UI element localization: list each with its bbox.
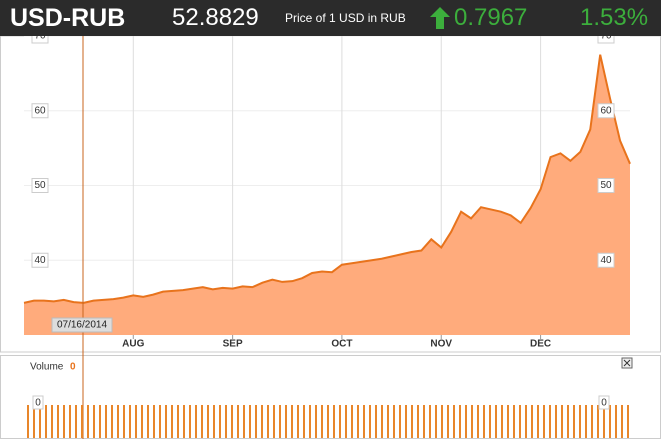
y-tick-label: 60 [600,105,612,116]
y-tick-box [597,103,615,119]
y-tick-box [597,252,615,268]
y-tick-label: 70 [600,31,612,42]
line [23,54,631,304]
price: 52.8829 [172,4,259,31]
cursor-box [51,317,113,333]
y-tick-box [31,178,49,193]
volume-axis-label: 0 [601,398,607,409]
volume-value: 0 [70,362,76,373]
y-tick-label: 60 [34,105,46,116]
price-caption: Price of 1 USD in RUB [285,11,406,25]
header: USD-RUB 52.8829 Price of 1 USD in RUB 0.… [0,0,661,36]
x-tick-label: NOV [430,339,452,350]
y-tick-box [31,252,49,268]
area [24,54,630,335]
volume-axis-label: 0 [35,398,41,409]
y-tick-box [597,178,615,193]
up-arrow [430,7,450,29]
cursor-label: 07/16/2014 [57,320,107,331]
y-tick-label: 50 [600,180,612,191]
volume-label: Volume [30,362,64,373]
y-tick-box [31,103,49,119]
x-tick-label: DEC [530,339,551,350]
y-tick-label: 40 [34,255,46,266]
y-tick-label: 50 [34,180,46,191]
y-tick-label: 40 [600,255,612,266]
volume-axis-box [598,395,610,410]
y-tick-label: 70 [34,31,46,42]
symbol: USD-RUB [10,4,126,32]
close-icon [623,359,631,367]
change-pct: 1.53% [580,4,649,31]
change: 0.7967 [454,4,528,31]
x-tick-label: AUG [122,339,144,350]
x-tick-label: SEP [223,339,243,350]
volume-axis-box [32,395,44,410]
x-tick-label: OCT [331,339,352,350]
